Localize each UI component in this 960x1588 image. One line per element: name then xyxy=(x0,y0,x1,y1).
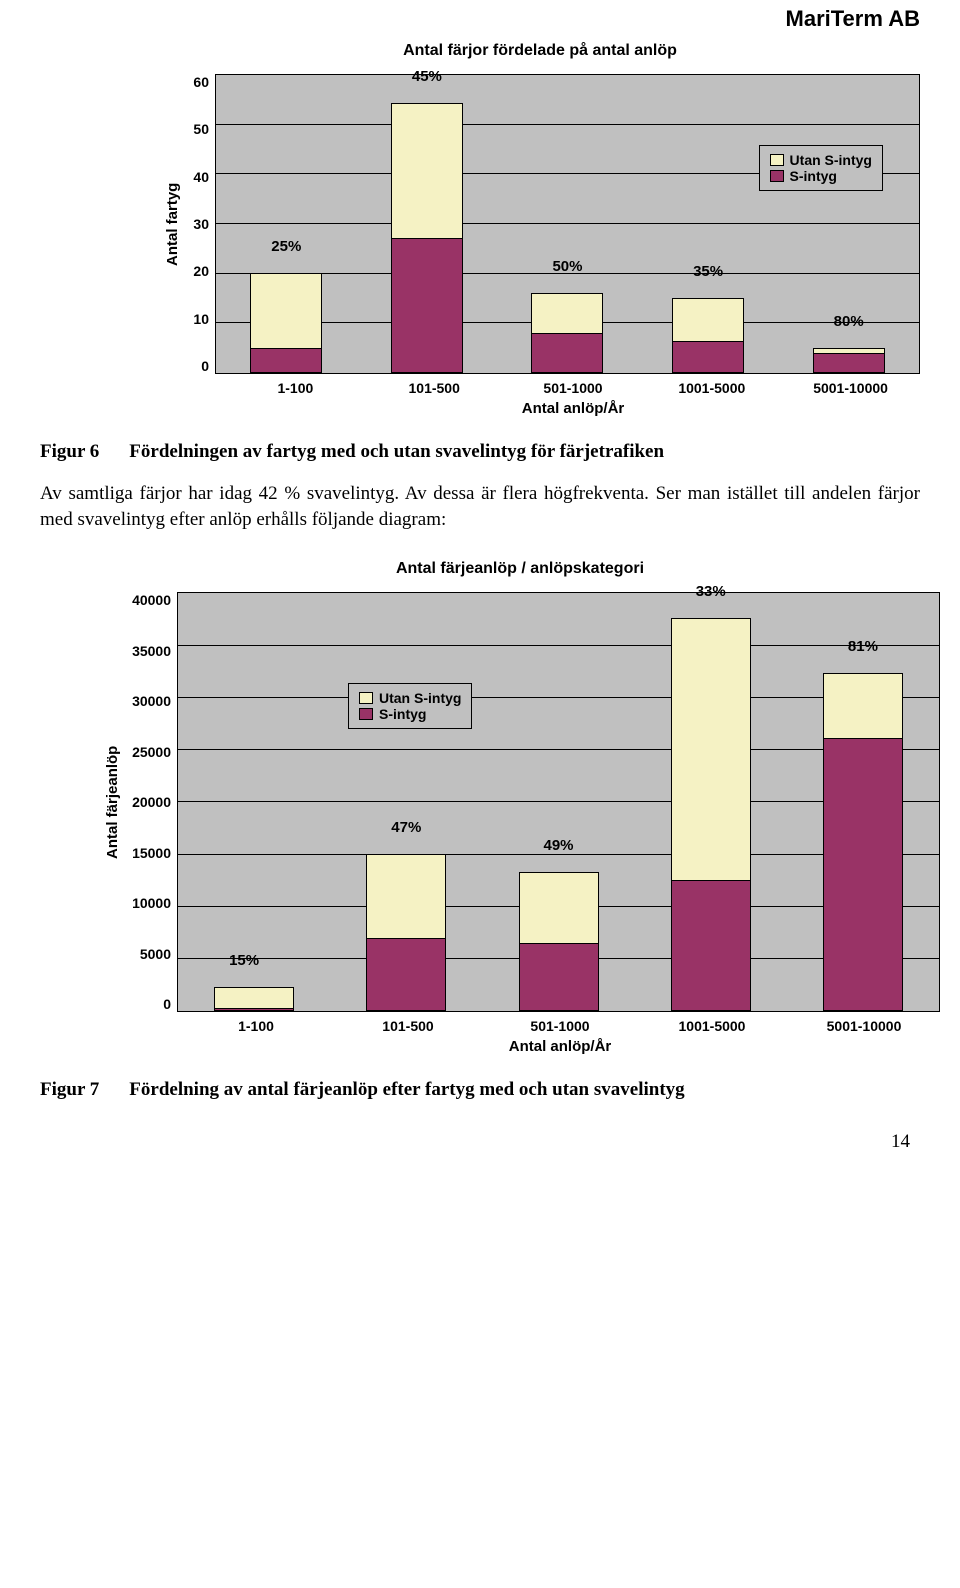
bar-pct-label: 45% xyxy=(412,68,442,85)
legend-swatch-sintyg xyxy=(359,708,373,720)
chart1-ylabel: Antal fartyg xyxy=(160,74,181,374)
bar-seg-sintyg xyxy=(366,938,446,1012)
legend-label-sintyg: S-intyg xyxy=(379,706,426,722)
bar-seg-utan xyxy=(823,673,903,738)
bar-seg-sintyg xyxy=(813,353,885,373)
bar-pct-label: 15% xyxy=(229,952,259,969)
chart-2: Antal färjeanlöp / anlöpskategori Antal … xyxy=(100,560,940,1055)
chart2-xlabel: Antal anlöp/År xyxy=(180,1038,940,1055)
bar-seg-sintyg xyxy=(531,333,603,373)
bar-seg-sintyg xyxy=(519,943,599,1011)
bar-seg-utan xyxy=(531,293,603,333)
chart2-plot-area: 15%47%49%33%81% Utan S-intyg S-intyg xyxy=(177,592,940,1012)
chart2-legend: Utan S-intyg S-intyg xyxy=(348,683,472,729)
legend-label-utan: Utan S-intyg xyxy=(379,690,461,706)
figure6-caption: Figur 6 Fördelningen av fartyg med och u… xyxy=(40,441,920,463)
bar-slot: 15% xyxy=(178,987,330,1011)
bar-seg-sintyg xyxy=(672,341,744,374)
bar-seg-utan xyxy=(366,854,446,938)
chart1-legend: Utan S-intyg S-intyg xyxy=(759,145,883,191)
bar-seg-sintyg xyxy=(214,1008,294,1011)
bar-seg-utan xyxy=(391,103,463,238)
bar-seg-sintyg xyxy=(391,238,463,373)
paragraph-1: Av samtliga färjor har idag 42 % svaveli… xyxy=(40,481,920,532)
bar-slot: 49% xyxy=(482,872,634,1012)
company-header: MariTerm AB xyxy=(40,6,920,32)
legend-label-sintyg: S-intyg xyxy=(790,168,837,184)
bar-pct-label: 80% xyxy=(834,313,864,330)
bar-slot: 80% xyxy=(778,348,919,373)
legend-swatch-utan xyxy=(359,692,373,704)
chart2-ylabel: Antal färjeanlöp xyxy=(100,592,121,1012)
bar-seg-sintyg xyxy=(250,348,322,373)
chart2-yticks: 4000035000300002500020000150001000050000 xyxy=(121,592,177,1012)
bar-slot: 25% xyxy=(216,273,357,373)
legend-swatch-utan xyxy=(770,154,784,166)
bar-seg-sintyg xyxy=(823,738,903,1011)
bar-seg-utan xyxy=(671,618,751,881)
bar-slot: 35% xyxy=(638,298,779,373)
figure6-label: Figur 6 xyxy=(40,441,99,463)
legend-label-utan: Utan S-intyg xyxy=(790,152,872,168)
legend-swatch-sintyg xyxy=(770,170,784,182)
bar-slot: 33% xyxy=(635,618,787,1012)
chart2-title: Antal färjeanlöp / anlöpskategori xyxy=(100,560,940,578)
bar-seg-utan xyxy=(214,987,294,1008)
figure7-label: Figur 7 xyxy=(40,1079,99,1101)
chart1-plot-area: 25%45%50%35%80% Utan S-intyg S-intyg xyxy=(215,74,920,374)
bar-seg-utan xyxy=(250,273,322,348)
chart-1: Antal färjor fördelade på antal anlöp An… xyxy=(160,42,920,417)
chart2-xticks: 1-100101-500501-10001001-50005001-10000 xyxy=(180,1018,940,1034)
bar-seg-utan xyxy=(672,298,744,341)
chart1-title: Antal färjor fördelade på antal anlöp xyxy=(160,42,920,60)
bar-slot: 81% xyxy=(787,673,939,1011)
figure7-text: Fördelning av antal färjeanlöp efter far… xyxy=(129,1079,684,1101)
bar-pct-label: 33% xyxy=(696,583,726,600)
bar-slot: 47% xyxy=(330,854,482,1012)
figure7-caption: Figur 7 Fördelning av antal färjeanlöp e… xyxy=(40,1079,920,1101)
bar-seg-utan xyxy=(519,872,599,943)
figure6-text: Fördelningen av fartyg med och utan svav… xyxy=(129,441,664,463)
bar-pct-label: 47% xyxy=(391,819,421,836)
bar-pct-label: 81% xyxy=(848,638,878,655)
chart1-xlabel: Antal anlöp/År xyxy=(226,400,920,417)
page-number: 14 xyxy=(40,1131,920,1153)
bar-pct-label: 49% xyxy=(543,837,573,854)
bar-pct-label: 50% xyxy=(552,258,582,275)
chart1-xticks: 1-100101-500501-10001001-50005001-10000 xyxy=(226,380,920,396)
bar-pct-label: 25% xyxy=(271,238,301,255)
bar-pct-label: 35% xyxy=(693,263,723,280)
bar-seg-sintyg xyxy=(671,880,751,1011)
chart1-yticks: 6050403020100 xyxy=(181,74,215,374)
bar-slot: 45% xyxy=(357,103,498,373)
bar-slot: 50% xyxy=(497,293,638,373)
